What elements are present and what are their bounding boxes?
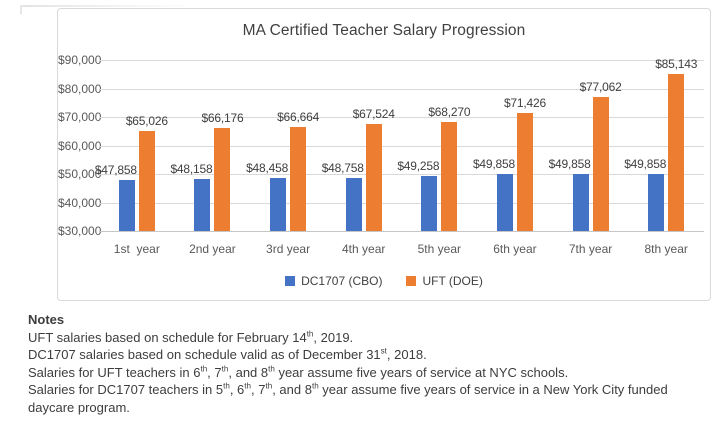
y-tick-label: $30,000 — [58, 224, 102, 238]
y-tick-label: $90,000 — [58, 53, 102, 67]
note-line: Salaries for DC1707 teachers in 5th, 6th… — [28, 381, 668, 415]
bar-value-label-uft: $66,176 — [201, 110, 244, 125]
gridline — [99, 88, 704, 90]
bar-value-label-uft: $85,143 — [655, 56, 698, 71]
bar-dc1707 — [194, 179, 211, 231]
x-category-label: 7th year — [568, 242, 613, 256]
category-group: $47,858 $65,026 1st year — [95, 60, 175, 256]
notes-section: Notes UFT salaries based on schedule for… — [28, 311, 680, 416]
bar-dc1707 — [345, 177, 362, 231]
bar-value-label-uft: $71,426 — [503, 95, 546, 110]
y-axis: $90,000 $80,000 $70,000 $60,000 $50,000 $40,0… — [58, 53, 102, 238]
x-category-label: 4th year — [342, 242, 386, 256]
bar-dc1707 — [118, 180, 135, 231]
bar-value-label-uft: $77,062 — [579, 79, 622, 94]
y-tick-label: $50,000 — [58, 167, 102, 181]
gridline — [99, 174, 704, 175]
cropped-ui-artifact-horizontal — [20, 5, 195, 7]
legend-label: UFT (DOE) — [422, 274, 483, 288]
notes-heading: Notes — [28, 312, 65, 327]
bar-dc1707 — [572, 174, 589, 231]
x-category-label: 6th year — [493, 242, 537, 256]
category-group: $48,758 $67,524 4th year — [322, 60, 402, 256]
bar-value-label-uft: $65,026 — [125, 114, 168, 129]
legend-item: UFT (DOE) — [406, 274, 483, 288]
plot-area: $47,858 $65,026 1st year $48,158 $66,176 2nd … — [95, 56, 704, 256]
bar-uft — [214, 127, 231, 231]
bar-value-label-dc1707: $48,158 — [170, 162, 213, 177]
bar-value-label-uft: $67,524 — [352, 107, 395, 122]
bar-value-label-dc1707: $48,758 — [321, 160, 364, 175]
category-group: $49,258 $68,270 5th year — [397, 60, 478, 256]
gridline — [99, 145, 704, 147]
bar-groups: $47,858 $65,026 1st year $48,158 $66,176 2nd … — [95, 56, 704, 256]
gridline — [99, 231, 704, 232]
bar-value-label-uft: $68,270 — [428, 104, 471, 119]
y-tick-label: $40,000 — [58, 195, 102, 210]
chart-legend: DC1707 (CBO) UFT (DOE) — [58, 274, 710, 288]
bar-value-label-dc1707: $49,858 — [548, 157, 591, 172]
bar-value-label-dc1707: $49,258 — [397, 159, 440, 174]
bar-value-label-dc1707: $49,858 — [472, 157, 515, 172]
gridline — [99, 202, 704, 204]
category-group: $49,858 $77,062 7th year — [549, 60, 629, 256]
bar-value-label-dc1707: $47,858 — [94, 163, 137, 178]
legend-item: DC1707 (CBO) — [285, 274, 382, 288]
category-group: $48,458 $66,664 3rd year — [246, 60, 326, 256]
category-group: $49,858 $71,426 6th year — [473, 60, 553, 256]
bar-uft — [668, 73, 685, 231]
x-category-label: 2nd year — [189, 242, 236, 256]
note-line: UFT salaries based on schedule for Febru… — [28, 329, 354, 345]
bar-uft — [290, 126, 307, 231]
x-category-label: 3rd year — [266, 242, 311, 256]
x-category-label: 1st year — [113, 242, 160, 256]
salary-progression-chart: MA Certified Teacher Salary Progression … — [57, 8, 711, 301]
gridline — [99, 60, 704, 61]
bar-dc1707 — [496, 174, 513, 231]
note-line: DC1707 salaries based on schedule valid … — [28, 346, 427, 362]
bar-value-label-uft: $66,664 — [277, 109, 320, 124]
bar-dc1707 — [648, 174, 665, 231]
bar-uft — [365, 124, 382, 231]
bar-uft — [592, 96, 609, 231]
x-category-label: 8th year — [644, 242, 688, 256]
bar-uft — [138, 131, 155, 231]
bar-uft — [516, 112, 533, 231]
legend-swatch — [406, 276, 417, 286]
y-tick-label: $70,000 — [58, 110, 102, 124]
bar-dc1707 — [270, 178, 287, 231]
legend-label: DC1707 (CBO) — [301, 274, 383, 288]
category-group: $49,858 $85,143 8th year — [624, 56, 704, 256]
legend-swatch — [285, 276, 296, 286]
cropped-ui-artifact-vertical — [20, 5, 22, 14]
bar-value-label-dc1707: $48,458 — [246, 161, 289, 176]
gridline — [99, 117, 704, 118]
x-category-label: 5th year — [417, 242, 461, 256]
note-line: Salaries for UFT teachers in 6th, 7th, a… — [28, 364, 569, 380]
bar-value-label-dc1707: $49,858 — [624, 157, 667, 172]
chart-title: MA Certified Teacher Salary Progression — [242, 22, 526, 39]
bar-dc1707 — [421, 176, 438, 231]
bar-uft — [441, 121, 458, 231]
y-tick-label: $60,000 — [58, 138, 102, 153]
category-group: $48,158 $66,176 2nd year — [170, 60, 251, 256]
y-tick-label: $80,000 — [58, 81, 102, 96]
